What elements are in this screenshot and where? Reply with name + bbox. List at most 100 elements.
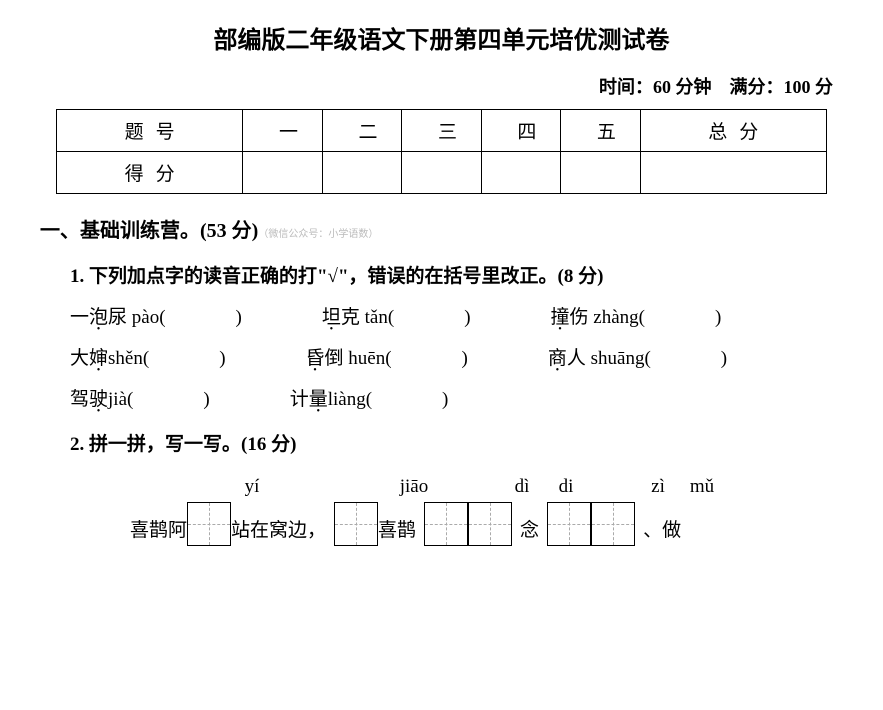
td-blank[interactable] xyxy=(243,152,322,194)
section-1-text: 一、基础训练营。(53 分) xyxy=(40,220,258,242)
q2-pinyin-row: yí jiāo dì di zì mǔ xyxy=(160,470,843,498)
q1-post: 伤 zhàng xyxy=(570,302,639,329)
q1-pre: 大 xyxy=(70,343,89,370)
section-1-heading: 一、基础训练营。(53 分)（微信公众号：小学语数） xyxy=(40,214,843,243)
paren-l: ( xyxy=(644,348,650,370)
q1-pre: 计 xyxy=(290,384,309,411)
th-1: 一 xyxy=(243,110,322,152)
q1-item: 昏•倒 huēn () xyxy=(306,343,468,370)
tianzi-box[interactable] xyxy=(334,502,378,546)
q2-pinyin: yí xyxy=(230,476,274,498)
table-row: 题号 一 二 三 四 五 总分 xyxy=(57,110,827,152)
q2-box-row: 喜鹊阿 站在窝边， 喜鹊 念 、做 xyxy=(130,502,843,546)
q1-item: 撞•伤 zhàng () xyxy=(551,302,722,329)
dot-icon: • xyxy=(97,406,101,417)
td-blank[interactable] xyxy=(640,152,826,194)
tianzi-group[interactable] xyxy=(547,502,635,546)
tianzi-group[interactable] xyxy=(334,502,378,546)
q2-text: 站在窝边， xyxy=(231,515,326,546)
q2-pinyin: zì xyxy=(636,476,680,498)
meta-line: 时间：60 分钟 满分：100 分 xyxy=(40,73,843,99)
tianzi-box[interactable] xyxy=(187,502,231,546)
q1-dotchar: 量• xyxy=(309,384,328,411)
full-value: 100 分 xyxy=(784,77,834,97)
dot-icon: • xyxy=(313,365,317,376)
q1-item: 计量• liàng () xyxy=(290,384,449,411)
score-table: 题号 一 二 三 四 五 总分 得分 xyxy=(56,109,827,194)
dot-icon: • xyxy=(97,365,101,376)
q2-pinyin: jiāo xyxy=(392,476,436,498)
paren-l: ( xyxy=(388,307,394,329)
th-3: 三 xyxy=(402,110,481,152)
q1-item: 大婶• shěn () xyxy=(70,343,226,370)
q1-post: liàng xyxy=(328,389,366,411)
paren-l: ( xyxy=(639,307,645,329)
th-2: 二 xyxy=(322,110,401,152)
q1-dotchar: 商• xyxy=(548,343,567,370)
q1-item: 一泡•尿 pào () xyxy=(70,302,242,329)
tianzi-box[interactable] xyxy=(468,502,512,546)
q1-dotchar: 泡• xyxy=(89,302,108,329)
td-blank[interactable] xyxy=(481,152,560,194)
paren-l: ( xyxy=(366,389,372,411)
q1-row-1: 一泡•尿 pào () 坦•克 tǎn () 撞•伤 zhàng () xyxy=(70,302,843,329)
page-title: 部编版二年级语文下册第四单元培优测试卷 xyxy=(40,20,843,55)
tianzi-box[interactable] xyxy=(424,502,468,546)
time-value: 60 分钟 xyxy=(653,77,712,97)
q1-post: 倒 huēn xyxy=(325,343,386,370)
th-total: 总分 xyxy=(640,110,826,152)
q1-dotchar: 驶• xyxy=(89,384,108,411)
paren-r: ) xyxy=(715,307,721,329)
th-5: 五 xyxy=(561,110,640,152)
th-4: 四 xyxy=(481,110,560,152)
td-score-label: 得分 xyxy=(57,152,243,194)
paren-l: ( xyxy=(159,307,165,329)
q1-pre: 一 xyxy=(70,302,89,329)
q1-dotchar: 撞• xyxy=(551,302,570,329)
q1-item: 坦•克 tǎn () xyxy=(322,302,471,329)
watermark: （微信公众号：小学语数） xyxy=(258,229,378,240)
q2-pinyin: di xyxy=(544,476,588,498)
paren-r: ) xyxy=(442,389,448,411)
dot-icon: • xyxy=(97,324,101,335)
q2-title: 2. 拼一拼，写一写。(16 分) xyxy=(70,429,843,456)
q1-post: 克 tǎn xyxy=(341,302,388,329)
dot-icon: • xyxy=(556,365,560,376)
paren-l: ( xyxy=(127,389,133,411)
tianzi-box[interactable] xyxy=(547,502,591,546)
td-blank[interactable] xyxy=(561,152,640,194)
dot-icon: • xyxy=(558,324,562,335)
time-label: 时间： xyxy=(599,77,653,97)
q1-item: 商•人 shuāng () xyxy=(548,343,727,370)
q2-pinyin: dì xyxy=(500,476,544,498)
dot-icon: • xyxy=(330,324,334,335)
q1-row-2: 大婶• shěn () 昏•倒 huēn () 商•人 shuāng () xyxy=(70,343,843,370)
q2-text: 、做 xyxy=(643,515,681,546)
q1-post: 尿 pào xyxy=(108,302,159,329)
tianzi-group[interactable] xyxy=(424,502,512,546)
paren-l: ( xyxy=(385,348,391,370)
q1-pre: 驾 xyxy=(70,384,89,411)
q2-text: 念 xyxy=(520,515,539,546)
tianzi-box[interactable] xyxy=(591,502,635,546)
q1-dotchar: 昏• xyxy=(306,343,325,370)
paren-r: ) xyxy=(721,348,727,370)
td-blank[interactable] xyxy=(322,152,401,194)
q1-post: jià xyxy=(108,389,127,411)
q1-item: 驾驶• jià () xyxy=(70,384,210,411)
th-num: 题号 xyxy=(57,110,243,152)
tianzi-group[interactable] xyxy=(187,502,231,546)
q2-pinyin: mǔ xyxy=(680,476,724,498)
td-blank[interactable] xyxy=(402,152,481,194)
full-label: 满分： xyxy=(730,77,784,97)
q1-dotchar: 婶• xyxy=(89,343,108,370)
q1-post: 人 shuāng xyxy=(567,343,645,370)
q1-title: 1. 下列加点字的读音正确的打"√"，错误的在括号里改正。(8 分) xyxy=(70,261,843,288)
q1-row-3: 驾驶• jià () 计量• liàng () xyxy=(70,384,843,411)
q1-dotchar: 坦• xyxy=(322,302,341,329)
q1-post: shěn xyxy=(108,348,143,370)
q2-text: 喜鹊阿 xyxy=(130,515,187,546)
table-row: 得分 xyxy=(57,152,827,194)
paren-l: ( xyxy=(143,348,149,370)
dot-icon: • xyxy=(316,406,320,417)
